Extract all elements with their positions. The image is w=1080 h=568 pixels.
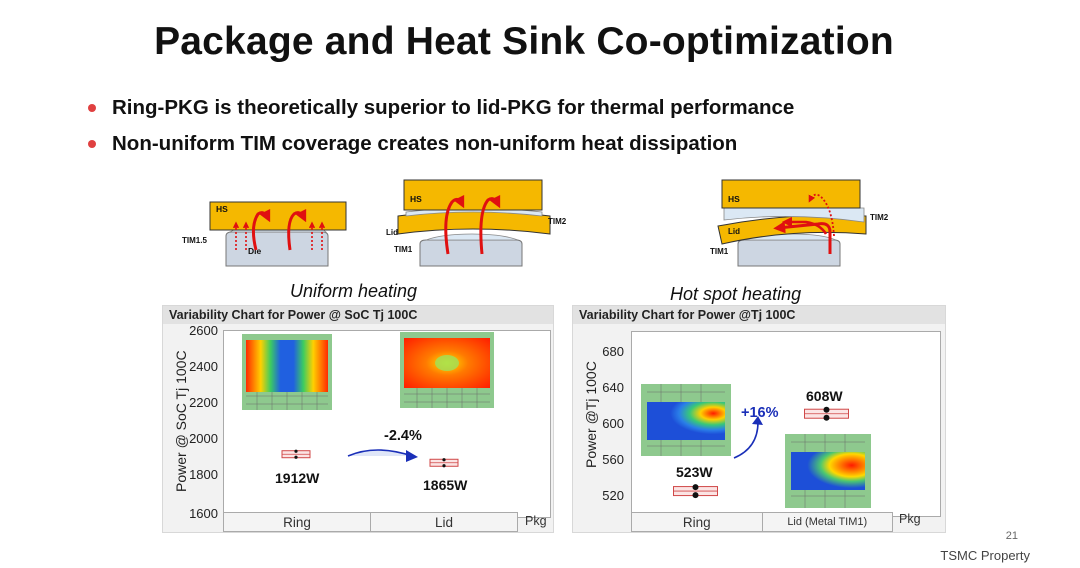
y-tick: 640 — [602, 380, 624, 395]
lid — [717, 214, 867, 245]
tim2-label: TIM2 — [870, 213, 889, 222]
delta-label-right: +16% — [741, 405, 779, 421]
footer-text: TSMC Property — [940, 548, 1030, 563]
y-tick: 2400 — [189, 359, 218, 374]
delta-label-left: -2.4% — [384, 428, 422, 444]
value-label-ring: 1912W — [275, 470, 320, 486]
y-tick: 2000 — [189, 431, 218, 446]
data-point — [823, 406, 830, 413]
lid-label: Lid — [728, 227, 740, 236]
value-label-lid: 608W — [806, 388, 843, 404]
bullet-item: Non-uniform TIM coverage creates non-uni… — [88, 126, 794, 162]
left-chart-marks — [281, 449, 459, 468]
heat-arrow — [251, 208, 271, 251]
lid-package-diagram: HS Lid TIM2 TIM1 — [386, 179, 567, 267]
heat-arrow — [479, 194, 501, 255]
die — [419, 239, 523, 267]
value-label-ring: 523W — [676, 464, 713, 480]
value-label-lid: 1865W — [423, 477, 468, 493]
hs-label: HS — [216, 204, 228, 214]
hotspot-heating-caption: Hot spot heating — [670, 284, 802, 304]
y-tick: 1600 — [189, 506, 218, 521]
data-point — [442, 458, 446, 462]
left-chart-header: Variability Chart for Power @ SoC Tj 100… — [163, 306, 553, 324]
pkg-axis-label: Pkg — [899, 512, 921, 526]
category-lid: Lid — [434, 515, 453, 530]
hs-label: HS — [410, 194, 422, 204]
lid-label: Lid — [386, 228, 398, 237]
page-title: Package and Heat Sink Co-optimization — [154, 20, 894, 63]
y-tick: 680 — [602, 344, 624, 359]
uniform-heatmap-ring — [242, 334, 332, 410]
tim-label: TIM1.5 — [182, 236, 207, 245]
y-tick: 2600 — [189, 323, 218, 338]
y-tick: 560 — [602, 452, 624, 467]
uniform-heating-caption: Uniform heating — [290, 281, 418, 301]
category-ring: Ring — [632, 513, 763, 531]
tim1-label: TIM1 — [394, 245, 413, 254]
uniform-heatmap-lid — [400, 332, 494, 408]
hs-label: HS — [728, 194, 740, 204]
hotspot-heatmap-ring — [641, 384, 731, 456]
bullet-item: Ring-PKG is theoretically superior to li… — [88, 90, 794, 126]
y-tick: 1800 — [189, 467, 218, 482]
hotspot-package-diagram: HS Lid TIM2 TIM1 — [710, 179, 889, 267]
y-tick: 520 — [602, 488, 624, 503]
bullet-list: Ring-PKG is theoretically superior to li… — [88, 90, 794, 162]
bullet-dot-icon — [88, 140, 96, 148]
right-chart-header: Variability Chart for Power @Tj 100C — [573, 306, 945, 324]
data-point — [294, 449, 298, 453]
heat-arrow — [781, 216, 828, 235]
right-category-row: Ring Lid (Metal TIM1) — [631, 512, 893, 532]
tim2-label: TIM2 — [548, 217, 567, 226]
y-tick: 600 — [602, 416, 624, 431]
tim1-label: TIM1 — [710, 247, 729, 256]
heat-sink — [403, 179, 543, 211]
ring-package-diagram: HS TIM1.5 Die — [182, 201, 347, 267]
heat-arrow — [287, 208, 307, 251]
die-label: Die — [248, 246, 262, 256]
data-point — [442, 464, 446, 468]
die — [737, 239, 841, 267]
heat-arrow — [773, 221, 832, 254]
data-point — [692, 484, 699, 491]
y-tick: 2200 — [189, 395, 218, 410]
bullet-text: Non-uniform TIM coverage creates non-uni… — [112, 132, 738, 155]
data-point — [294, 455, 298, 459]
right-chart-marks — [673, 406, 849, 499]
trend-arrow-right — [733, 416, 763, 459]
page-number: 21 — [1005, 530, 1018, 542]
category-lid-metal-tim1: Lid (Metal TIM1) — [787, 516, 868, 528]
hotspot-heatmap-lid — [785, 434, 871, 508]
trend-arrow-left — [347, 449, 418, 462]
pkg-axis-label: Pkg — [525, 514, 547, 528]
heat-sink — [721, 179, 861, 209]
data-point — [692, 492, 699, 499]
heat-arrow — [444, 194, 465, 255]
category-ring: Ring — [224, 513, 371, 531]
data-point — [823, 414, 830, 421]
bullet-dot-icon — [88, 104, 96, 112]
left-category-row: Ring Lid — [223, 512, 518, 532]
bullet-text: Ring-PKG is theoretically superior to li… — [112, 96, 795, 119]
heat-sink — [209, 201, 347, 231]
tim1-layer — [425, 233, 519, 241]
